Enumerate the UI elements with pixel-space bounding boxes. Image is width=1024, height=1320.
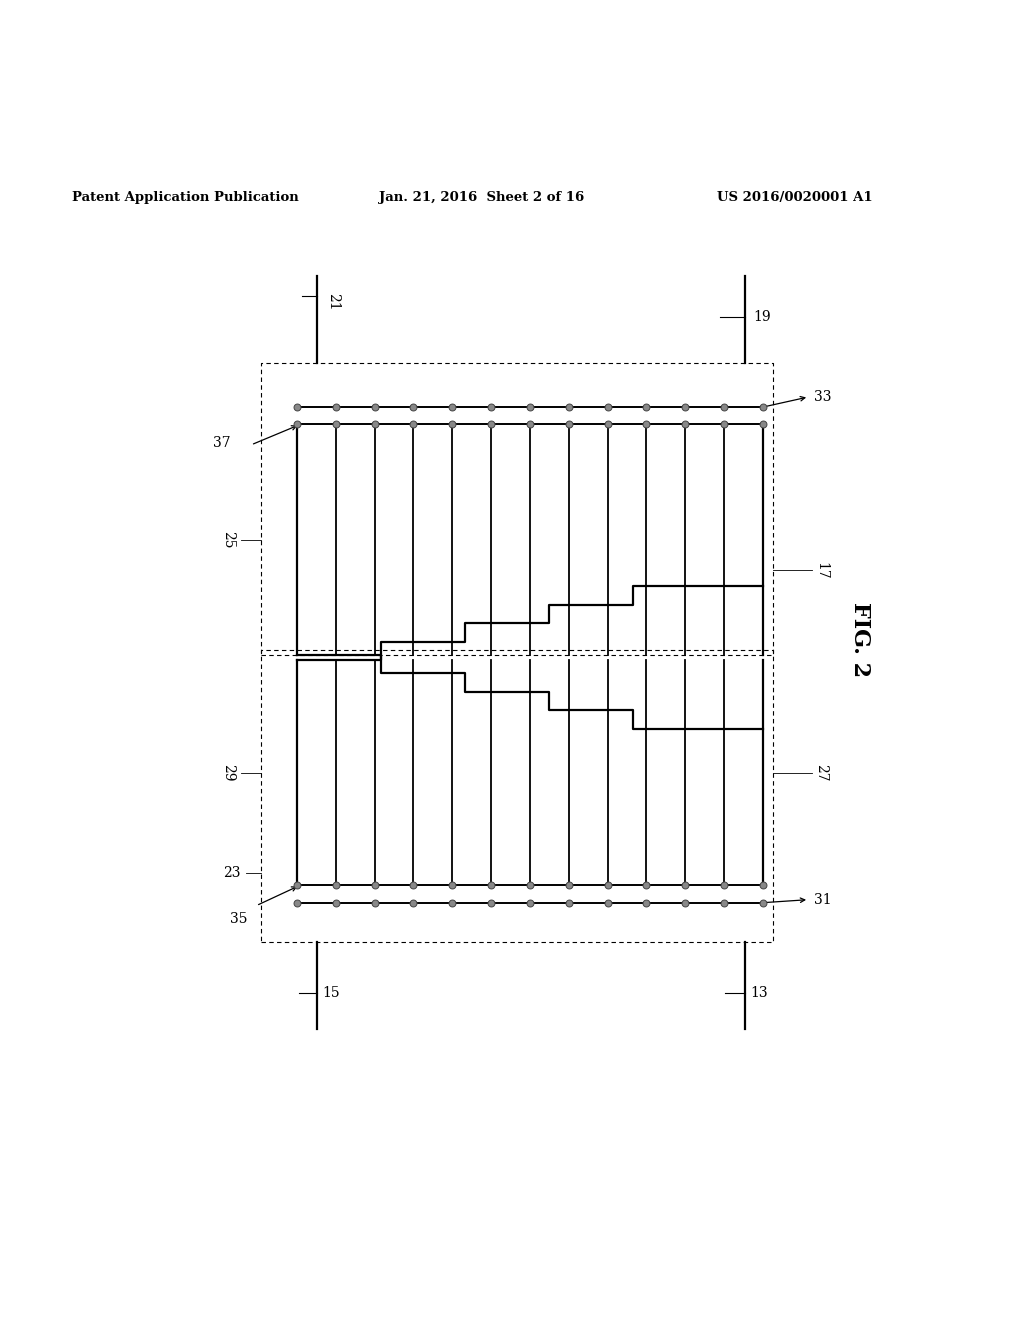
Text: Jan. 21, 2016  Sheet 2 of 16: Jan. 21, 2016 Sheet 2 of 16: [379, 191, 584, 205]
Text: Patent Application Publication: Patent Application Publication: [72, 191, 298, 205]
Text: US 2016/0020001 A1: US 2016/0020001 A1: [717, 191, 872, 205]
Text: 25: 25: [221, 531, 236, 548]
Text: 17: 17: [814, 561, 828, 579]
Text: 13: 13: [751, 986, 768, 999]
Text: 19: 19: [754, 310, 771, 323]
Text: 31: 31: [814, 892, 831, 907]
Text: 37: 37: [213, 436, 230, 450]
Text: 23: 23: [223, 866, 241, 880]
Text: 15: 15: [323, 986, 340, 999]
Text: 21: 21: [326, 293, 340, 310]
Text: 33: 33: [814, 389, 831, 404]
Text: 27: 27: [814, 764, 828, 781]
Text: 35: 35: [230, 912, 248, 925]
Text: 29: 29: [221, 764, 236, 781]
Text: FIG. 2: FIG. 2: [849, 602, 871, 677]
